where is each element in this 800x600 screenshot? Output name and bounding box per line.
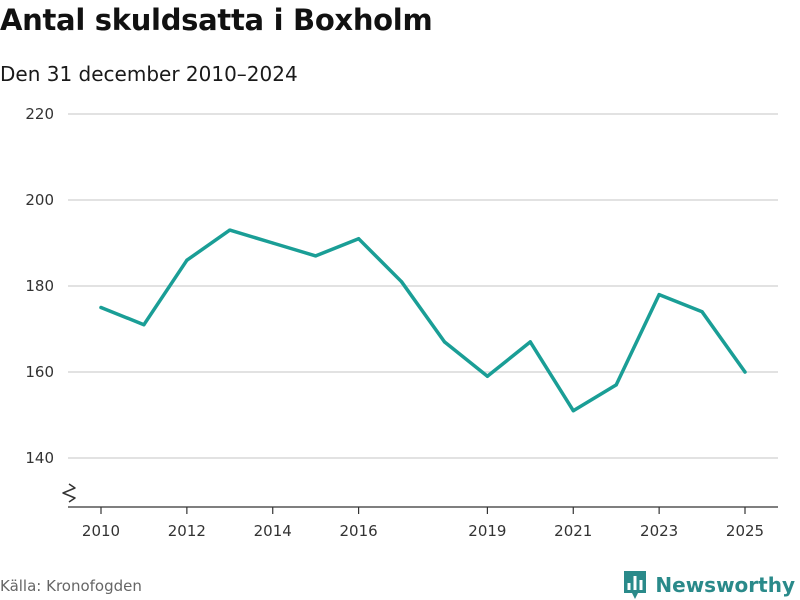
data-point-2016 [357, 237, 361, 241]
series-layer [99, 228, 747, 413]
data-point-2020 [528, 340, 532, 344]
data-point-2012 [185, 258, 189, 262]
x-tick-label-2012: 2012 [168, 522, 206, 540]
brand-name: Newsworthy [655, 573, 795, 597]
data-point-2025 [743, 370, 747, 374]
data-point-2023 [657, 293, 661, 297]
data-point-2022 [614, 383, 618, 387]
data-point-2019 [485, 374, 489, 378]
chart-subtitle: Den 31 december 2010–2024 [0, 62, 298, 86]
x-tick-label-2023: 2023 [640, 522, 678, 540]
data-point-2024 [700, 310, 704, 314]
x-tick-label-2010: 2010 [82, 522, 120, 540]
grid-lines [68, 113, 778, 459]
data-point-2018 [442, 340, 447, 344]
tick-labels: 140 160 180 200 220 2010 2012 2014 2016 2019 2021 2… [25, 105, 764, 540]
chart-title: Antal skuldsatta i Boxholm [0, 3, 433, 37]
source-note: Källa: Kronofogden [0, 577, 142, 595]
x-tick-label-2021: 2021 [554, 522, 592, 540]
data-point-2015 [314, 254, 318, 258]
x-tick-label-2025: 2025 [726, 522, 764, 540]
data-point-2013 [228, 228, 232, 232]
series-line-0 [99, 228, 747, 413]
y-tick-label-180: 180 [25, 277, 54, 295]
x-tick-label-2016: 2016 [340, 522, 378, 540]
axes [62, 483, 778, 514]
y-tick-label-160: 160 [25, 363, 54, 381]
x-tick-label-2019: 2019 [468, 522, 506, 540]
data-point-2017 [399, 280, 404, 284]
data-point-2021 [571, 409, 575, 413]
x-tick-label-2014: 2014 [254, 522, 292, 540]
brand-logo-group[interactable]: Newsworthy [623, 570, 795, 600]
data-point-2014 [271, 241, 275, 245]
y-tick-label-200: 200 [25, 191, 54, 209]
y-tick-label-220: 220 [25, 105, 54, 123]
data-point-2011 [142, 323, 146, 327]
newsworthy-logo-icon [624, 571, 647, 599]
y-tick-label-140: 140 [25, 449, 54, 467]
axis-break-icon [62, 483, 76, 503]
data-point-2010 [99, 305, 103, 310]
